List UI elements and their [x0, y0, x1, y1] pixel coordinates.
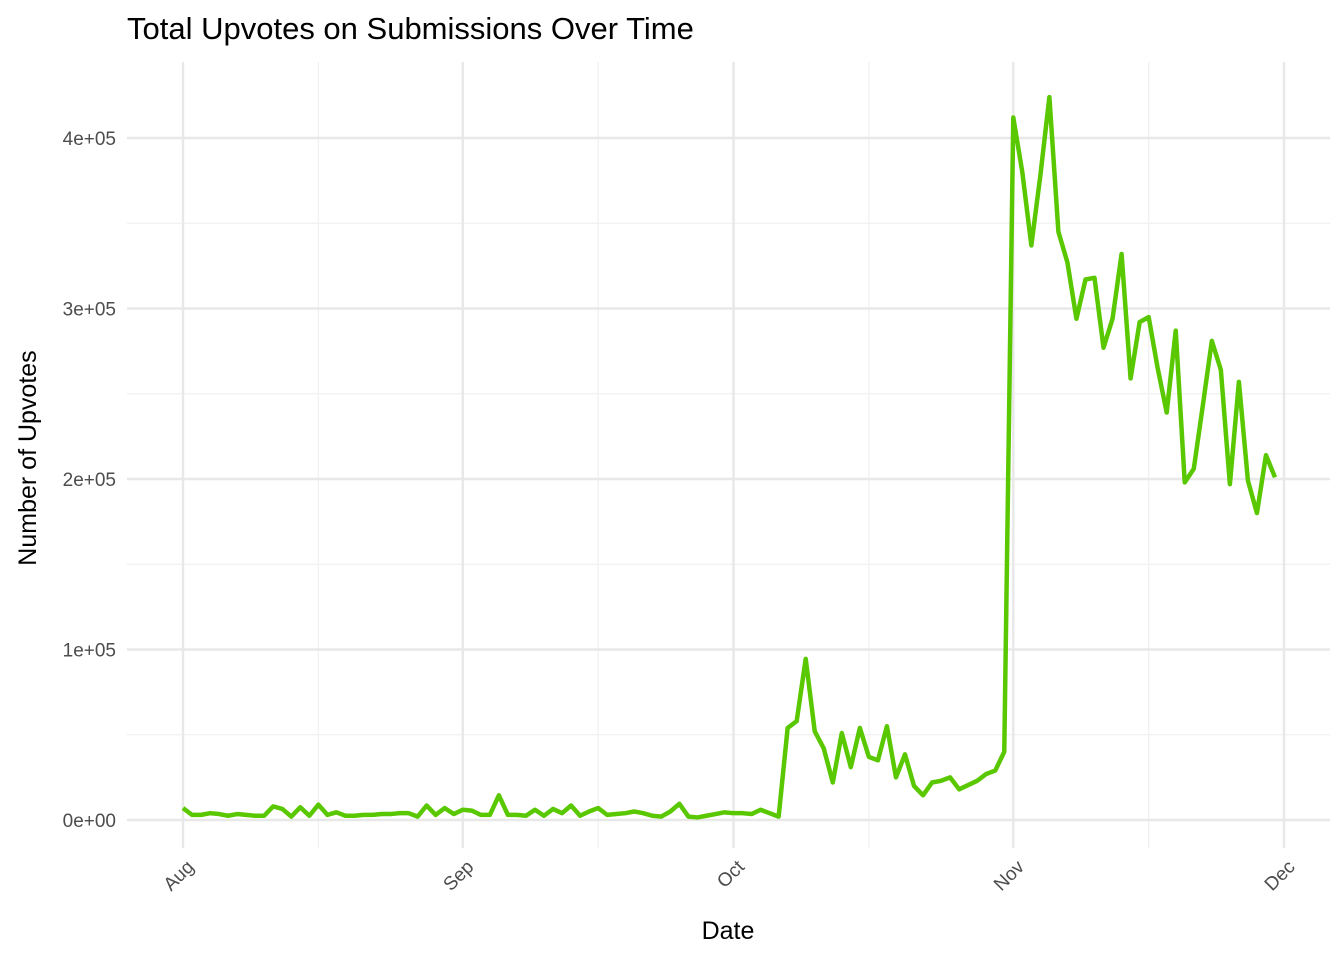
x-axis-label: Date: [702, 917, 755, 945]
y-tick-label: 4e+05: [63, 129, 116, 150]
chart-title: Total Upvotes on Submissions Over Time: [127, 11, 694, 46]
x-tick-label: Aug: [160, 857, 199, 896]
y-tick-label: 3e+05: [63, 300, 116, 321]
x-tick-label: Oct: [713, 856, 749, 892]
minor-gridlines: [127, 62, 1330, 848]
x-tick-labels: Aug Sep Oct Nov Dec: [160, 856, 1300, 895]
y-tick-label: 2e+05: [63, 470, 116, 491]
x-tick-label: Dec: [1261, 857, 1300, 896]
series-lines: [181, 94, 1278, 820]
y-tick-label: 0e+00: [63, 811, 116, 832]
y-axis-label: Number of Upvotes: [14, 350, 42, 565]
x-tick-label: Nov: [990, 856, 1029, 895]
x-tick-label: Sep: [440, 857, 479, 896]
series-line: [181, 94, 1278, 820]
y-tick-labels: 0e+00 1e+05 2e+05 3e+05 4e+05: [63, 129, 116, 832]
major-gridlines: [127, 62, 1330, 848]
y-tick-label: 1e+05: [63, 641, 116, 662]
